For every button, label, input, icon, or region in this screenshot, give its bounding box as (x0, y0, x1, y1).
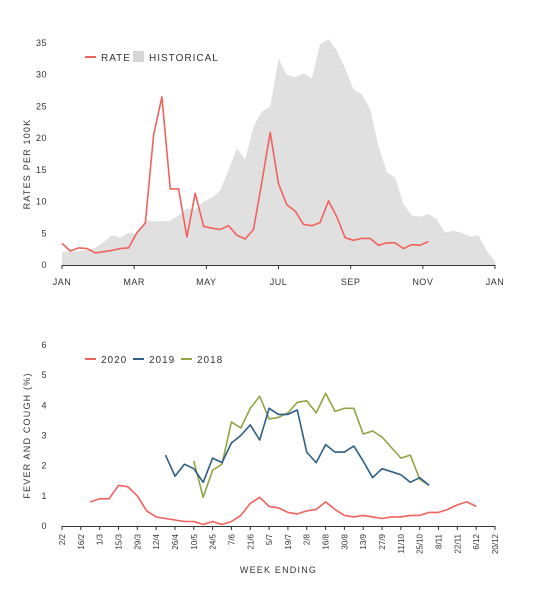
y-tick-label: 3 (41, 431, 47, 441)
y-tick-label: 35 (36, 38, 47, 48)
y-tick-label: 20 (36, 133, 47, 143)
y-tick-label: 6 (41, 340, 47, 350)
y-axis-title: RATES PER 100K (22, 119, 32, 210)
x-tick-label: 16/2 (77, 533, 86, 549)
x-tick-label: 5/7 (265, 533, 274, 545)
y-tick-label: 15 (36, 165, 47, 175)
x-tick-label: 22/11 (453, 533, 462, 553)
x-axis-title: WEEK ENDING (240, 565, 317, 575)
x-tick-label: 12/4 (152, 533, 161, 549)
x-tick-label: 11/10 (397, 533, 406, 553)
x-tick-label: 15/3 (114, 533, 123, 549)
x-tick-label: 26/4 (171, 533, 180, 549)
y-tick-label: 10 (36, 197, 47, 207)
series-line-2019 (164, 407, 430, 486)
x-tick-label: 25/10 (416, 533, 425, 554)
x-tick-label: 19/7 (284, 533, 293, 549)
legend: RATE HISTORICAL (85, 51, 219, 64)
x-tick-label: MAR (123, 277, 145, 287)
y-tick-label: 1 (41, 491, 47, 501)
x-tick-label: 2/2 (58, 533, 67, 545)
x-tick-label: 30/8 (340, 533, 349, 549)
fever-cough-chart: 0 1 2 3 4 5 6 2/2 16/2 1/3 15/3 29/3 12/4 26/4 10/5 24/… (22, 340, 500, 575)
y-tick-label: 30 (36, 70, 47, 80)
historical-area (62, 39, 495, 266)
x-tick-label: 16/8 (322, 533, 331, 549)
x-tick-label: JAN (53, 277, 72, 287)
x-tick-label: MAY (196, 277, 216, 287)
x-tick-label: 1/3 (96, 533, 105, 545)
x-tick-label: 6/12 (472, 533, 481, 549)
rate-chart: 0 5 10 15 20 25 30 35 JAN MAR MAY JUL SEP NOV JAN RATES… (22, 38, 505, 287)
legend: 2020 2019 2018 (85, 355, 223, 366)
x-tick-label: 10/5 (190, 533, 199, 549)
y-tick-label: 25 (36, 101, 47, 111)
legend-label-rate: RATE (101, 53, 131, 64)
x-tick-label: NOV (412, 277, 433, 287)
x-tick-label: 20/12 (491, 533, 500, 554)
y-tick-label: 0 (41, 521, 47, 531)
rate-line (61, 96, 429, 254)
x-tick-label: 2/8 (303, 533, 312, 545)
x-tick-label: 27/9 (378, 533, 387, 549)
x-tick-label: 13/9 (359, 533, 368, 549)
y-tick-label: 2 (41, 461, 47, 471)
x-tick-label: SEP (341, 277, 361, 287)
legend-label-2019: 2019 (149, 355, 175, 366)
x-tick-label: 21/6 (246, 533, 255, 549)
y-tick-label: 5 (41, 228, 47, 238)
legend-label-2018: 2018 (197, 355, 223, 366)
y-tick-label: 5 (41, 370, 47, 380)
x-tick-label: JAN (486, 277, 505, 287)
x-tick-label: 24/5 (209, 533, 218, 549)
legend-swatch-historical (133, 51, 144, 62)
legend-label-2020: 2020 (101, 355, 127, 366)
x-tick-label: JUL (270, 277, 288, 287)
x-tick-label: 8/11 (435, 533, 444, 549)
series-line-2018 (193, 392, 430, 499)
x-tick-label: 29/3 (133, 533, 142, 549)
y-tick-label: 0 (41, 260, 47, 270)
series-line-2020 (89, 484, 477, 526)
y-axis-title: FEVER AND COUGH (%) (22, 372, 32, 498)
legend-label-historical: HISTORICAL (149, 53, 219, 64)
y-tick-label: 4 (41, 400, 47, 410)
x-tick-label: 7/6 (227, 533, 236, 545)
